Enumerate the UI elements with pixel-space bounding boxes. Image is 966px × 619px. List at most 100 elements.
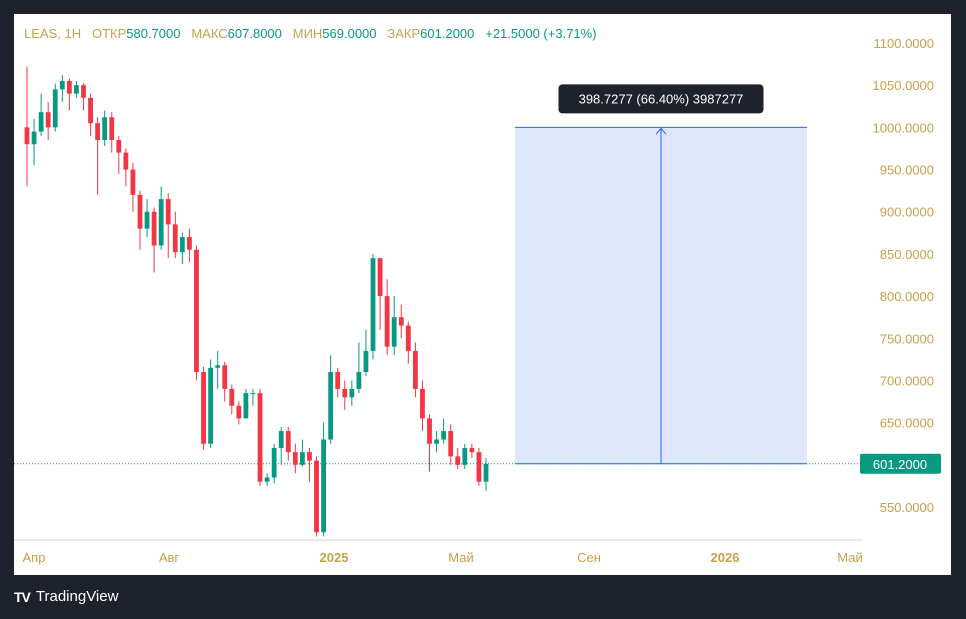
y-tick-label: 700.0000 [880, 373, 934, 388]
candle-body [314, 460, 319, 533]
candle-body [285, 431, 291, 453]
candle-body [31, 131, 37, 145]
candle-body [469, 447, 475, 453]
legend-low-label: МИН [292, 26, 323, 41]
tradingview-logo[interactable]: TV TradingView [14, 588, 118, 605]
candle-body [377, 258, 383, 297]
legend-open-label: ОТКР [91, 26, 127, 41]
candle-body [405, 325, 411, 351]
candle-body [391, 317, 397, 347]
candle-body [257, 393, 263, 482]
candle-body [130, 169, 136, 195]
legend-high: 607.8000 [227, 26, 282, 41]
candle-body [66, 80, 72, 94]
y-tick-label: 1000.0000 [873, 120, 934, 135]
y-tick-label: 1050.0000 [873, 78, 934, 93]
candle-body [384, 296, 390, 347]
candle-body [222, 365, 228, 389]
last-price-badge [860, 453, 941, 474]
candle-body [137, 194, 143, 229]
y-tick-label: 1100.0000 [874, 36, 935, 51]
measure-tooltip [558, 84, 764, 114]
candle-body [427, 418, 432, 444]
candle-body [476, 452, 482, 482]
candle-body [307, 452, 312, 461]
last-price-label: 601.2000 [873, 457, 927, 472]
x-tick-label: Сен [577, 550, 601, 565]
candle-body [441, 431, 447, 440]
candle-body [342, 388, 348, 398]
candle-body [123, 152, 129, 170]
tradingview-logo-icon: TV [14, 588, 31, 605]
legend-open: 580.7000 [126, 26, 181, 41]
candle-body [299, 452, 305, 465]
candle-body [158, 199, 164, 246]
brand-name: TradingView [35, 588, 119, 605]
x-tick-label: Авг [159, 550, 180, 565]
candle-body [328, 372, 334, 440]
candle-body [59, 80, 65, 90]
candle-body [483, 463, 489, 482]
legend-high-label: МАКС [191, 26, 228, 41]
x-tick-label: 2026 [711, 550, 740, 565]
candle-body [81, 85, 86, 98]
candle-body [116, 140, 122, 153]
candle-body [187, 237, 192, 250]
candle-body [243, 393, 249, 419]
candle-body [208, 367, 214, 444]
measure-arrow-head [655, 127, 667, 135]
candle-body [250, 393, 256, 395]
x-tick-label: 2025 [320, 550, 349, 565]
candle-body [52, 89, 58, 128]
x-tick-label: Апр [23, 550, 46, 565]
x-tick-label: Май [448, 550, 473, 565]
y-tick-label: 650.0000 [880, 416, 934, 431]
candle-body [271, 447, 277, 478]
y-tick-label: 850.0000 [880, 247, 934, 262]
candle-body [215, 365, 221, 368]
legend-change: +21.5000 (+3.71%) [485, 26, 597, 41]
candle-body [144, 211, 150, 229]
candle-body [24, 127, 30, 145]
candle-body [179, 237, 185, 253]
candle-body [201, 372, 206, 444]
y-tick-label: 550.0000 [880, 500, 934, 515]
candle-body [102, 117, 108, 141]
candle-body [434, 439, 439, 444]
candle-body [278, 431, 284, 448]
candle-body [172, 224, 178, 253]
y-tick-label: 950.0000 [880, 163, 934, 178]
y-tick-label: 800.0000 [880, 289, 934, 304]
candle-body [236, 405, 242, 419]
ohlc-legend: LEAS, 1H ОТКР580.7000 МАКС607.8000 МИН56… [24, 26, 597, 41]
candlestick-chart[interactable]: 1100.0000 1050.0000 1000.0000 950.0000 900.0… [14, 14, 951, 575]
x-tick-label: Май [837, 550, 862, 565]
candle-body [95, 123, 101, 141]
legend-interval: 1H [64, 26, 82, 41]
candle-body [109, 117, 115, 141]
candle-body [349, 388, 355, 398]
candle-body [229, 388, 235, 406]
y-tick-label: 750.0000 [880, 331, 934, 346]
legend-close-label: ЗАКР [387, 26, 421, 41]
candle-body [412, 350, 418, 389]
candle-body [194, 249, 199, 373]
candle-body [448, 431, 454, 457]
chart-panel: LEAS, 1H ОТКР580.7000 МАКС607.8000 МИН56… [14, 14, 951, 575]
candle-body [151, 211, 157, 246]
legend-close: 601.2000 [420, 26, 475, 41]
candle-body [45, 112, 51, 128]
candle-body [370, 258, 376, 351]
candle-body [321, 439, 326, 533]
candle-body [264, 477, 270, 482]
candle-body [455, 456, 461, 465]
candle-body [88, 97, 93, 124]
candle-body [165, 199, 171, 225]
candle-body [363, 350, 369, 373]
candle-body [74, 85, 79, 94]
candle-body [398, 317, 404, 326]
y-tick-label: 900.0000 [880, 205, 934, 220]
candle-body [292, 452, 298, 465]
candle-body [356, 372, 362, 389]
candle-body [38, 112, 44, 132]
